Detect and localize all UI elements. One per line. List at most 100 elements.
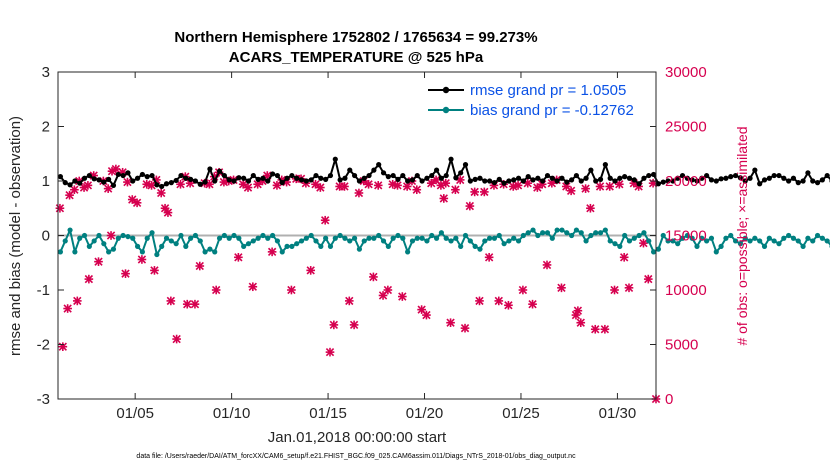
bias-point	[467, 238, 473, 244]
rmse-point	[433, 167, 440, 173]
rmse-point	[650, 171, 657, 178]
footnote: data file: /Users/raeder/DAI/ATM_forcXX/…	[136, 453, 576, 460]
rmse-point	[617, 175, 623, 181]
bias-point	[819, 235, 825, 241]
rmse-point	[270, 171, 276, 177]
bias-point	[747, 238, 753, 244]
bias-point	[270, 232, 276, 239]
bias-point	[371, 235, 377, 241]
obs-count-marker	[195, 261, 205, 271]
rmse-point	[805, 170, 811, 176]
obs-count-marker	[253, 179, 262, 189]
rmse-point	[57, 174, 64, 180]
bias-point	[737, 241, 743, 247]
rmse-point	[327, 172, 334, 179]
bias-point	[134, 243, 141, 249]
x-tick-label: 01/15	[309, 405, 347, 422]
bias-point	[520, 232, 526, 239]
rmse-point	[72, 178, 78, 184]
chart-title: Northern Hemisphere 1752802 / 1765634 = …	[174, 29, 537, 46]
rmse-point	[443, 172, 449, 179]
obs-count-marker	[182, 299, 192, 309]
x-tick-label: 01/05	[116, 405, 154, 422]
obs-count-marker	[573, 306, 583, 316]
rmse-point	[298, 177, 305, 183]
rmse-point	[544, 172, 551, 179]
rmse-point	[106, 176, 112, 182]
bias-point	[665, 238, 671, 244]
rmse-point	[670, 178, 676, 184]
bias-point	[655, 246, 662, 252]
axes: -3 -2 -1 0 1 2 3 0 5000 10000 15000 20000 25000 30000…	[37, 64, 707, 422]
rmse-point	[154, 182, 160, 188]
rmse-point	[699, 175, 705, 181]
bias-point	[501, 241, 507, 247]
bias-point	[569, 232, 575, 239]
rmse-point	[294, 175, 300, 181]
rmse-point	[636, 181, 642, 187]
y-tick-label: 2	[42, 119, 50, 136]
rmse-point	[207, 166, 213, 172]
rmse-point	[482, 178, 488, 184]
bias-point	[549, 235, 555, 241]
bias-point	[742, 235, 748, 241]
bias-point	[308, 232, 314, 239]
bias-point	[101, 241, 107, 247]
rmse-point	[255, 176, 261, 182]
bias-point	[554, 227, 560, 233]
rmse-point	[390, 172, 396, 179]
obs-count-marker	[63, 304, 72, 313]
rmse-point	[713, 178, 719, 184]
rmse-point	[525, 174, 531, 180]
bias-point	[173, 241, 179, 247]
rmse-point	[115, 171, 121, 178]
rmse-point	[419, 178, 425, 184]
obs-count-marker	[132, 198, 142, 208]
bias-point	[781, 235, 787, 241]
bias-point	[212, 249, 218, 255]
obs-count-marker	[513, 181, 523, 190]
bias-point	[646, 238, 652, 244]
bias-point	[477, 246, 483, 252]
rmse-point	[241, 175, 247, 181]
obs-count-marker	[566, 186, 576, 196]
bias-point	[361, 238, 367, 244]
obs-count-marker	[123, 177, 132, 187]
bias-point	[525, 230, 531, 236]
bias-point	[376, 232, 382, 239]
rmse-point	[689, 177, 695, 183]
y-tick-label: -1	[37, 282, 50, 299]
rmse-point	[597, 176, 604, 182]
obs-count-marker	[349, 320, 359, 330]
rmse-point	[188, 176, 194, 182]
rmse-point	[752, 167, 758, 173]
bias-point	[684, 232, 690, 239]
rmse-point	[781, 175, 787, 181]
bias-point	[265, 235, 271, 241]
bias-point	[752, 235, 758, 241]
rmse-point	[761, 177, 768, 183]
rmse-point	[192, 178, 199, 184]
y-tick-label: 3	[42, 64, 50, 81]
rmse-point	[342, 175, 348, 181]
rmse-point	[511, 177, 517, 183]
obs-count-marker	[248, 282, 258, 292]
rmse-point	[477, 175, 483, 181]
obs-count-marker	[412, 185, 422, 195]
bias-point	[110, 246, 117, 252]
rmse-point	[824, 172, 830, 179]
bias-point	[636, 232, 642, 239]
bias-point	[573, 227, 580, 233]
y-tick-label: 1	[42, 173, 50, 190]
rmse-point	[588, 167, 594, 173]
bias-point	[704, 238, 710, 244]
bias-point	[337, 232, 343, 239]
rmse-point	[120, 172, 126, 179]
bias-point	[622, 232, 628, 239]
bias-point	[366, 235, 372, 241]
bias-point	[163, 235, 170, 241]
rmse-point	[274, 172, 281, 179]
rmse-point	[583, 175, 589, 181]
bias-point	[144, 235, 150, 241]
